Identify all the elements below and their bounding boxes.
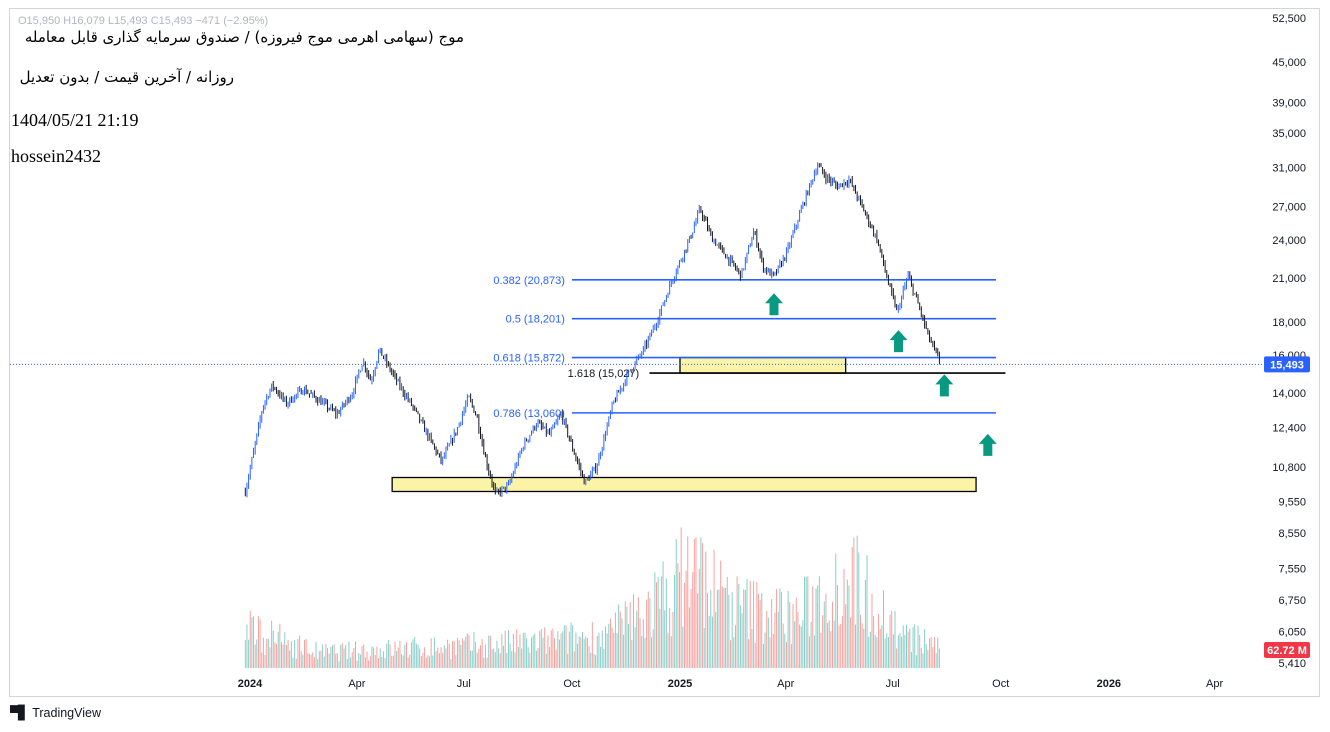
up-arrow-icon[interactable] <box>889 330 908 353</box>
arrows-layer <box>764 293 997 456</box>
x-tick-label: 2026 <box>1097 678 1121 690</box>
x-tick-label: Apr <box>777 678 794 690</box>
fib-level-label: 0.5 (18,201) <box>506 314 565 326</box>
y-tick-label: 5,410 <box>1278 658 1306 670</box>
x-tick-label: 2025 <box>668 678 692 690</box>
fib-extension-label: 1.618 (15,027) <box>568 368 640 380</box>
x-axis[interactable]: 2024 Apr Jul Oct 2025 Apr Jul Oct 2026 Apr <box>238 678 1224 690</box>
y-tick-label: 7,550 <box>1278 563 1306 575</box>
fib-layer: 0.382 (20,873) 0.5 (18,201) 0.618 (15,872)… <box>10 275 1262 420</box>
last-price-label: 15,493 <box>1270 359 1304 371</box>
y-tick-label: 14,000 <box>1272 388 1306 400</box>
support-zone[interactable] <box>391 476 977 493</box>
y-tick-label: 21,000 <box>1272 273 1306 285</box>
y-axis[interactable]: 52,500 45,000 39,000 35,000 31,000 27,000 24,0… <box>1264 13 1310 670</box>
volume-badge-label: 62.72 M <box>1267 645 1307 657</box>
chart-title: موج (سهامی اهرمی موج فیروزه) / صندوق سرم… <box>24 28 464 46</box>
volume-layer <box>244 527 940 668</box>
y-tick-label: 18,000 <box>1272 317 1306 329</box>
x-tick-label: Oct <box>992 678 1009 690</box>
volume-badge[interactable] <box>1264 642 1310 658</box>
y-tick-label: 9,550 <box>1278 497 1306 509</box>
candles-layer <box>244 162 940 498</box>
up-arrow-icon[interactable] <box>935 374 954 397</box>
y-tick-label: 39,000 <box>1272 97 1306 109</box>
x-tick-label: Apr <box>1206 678 1223 690</box>
y-tick-label: 27,000 <box>1272 202 1306 214</box>
brand-label: TradingView <box>32 706 102 720</box>
tradingview-mark-icon: ▀▋ <box>10 705 28 720</box>
x-tick-label: Apr <box>348 678 365 690</box>
x-tick-label: Jul <box>457 678 471 690</box>
y-tick-label: 8,550 <box>1278 528 1306 540</box>
x-tick-label: 2024 <box>238 678 263 690</box>
up-arrow-icon[interactable] <box>764 293 783 316</box>
support-zone[interactable] <box>679 356 847 374</box>
up-arrow-icon[interactable] <box>978 433 997 456</box>
timestamp: 1404/05/21 21:19 <box>11 110 139 130</box>
y-tick-label: 52,500 <box>1272 13 1306 25</box>
y-tick-label: 35,000 <box>1272 128 1306 140</box>
y-tick-label: 6,050 <box>1278 626 1306 638</box>
fib-level-label: 0.786 (13,060) <box>493 408 565 420</box>
y-tick-label: 24,000 <box>1272 235 1306 247</box>
fib-level-label: 0.382 (20,873) <box>493 275 565 287</box>
x-tick-label: Jul <box>886 678 900 690</box>
author-name: hossein2432 <box>11 146 101 166</box>
y-tick-label: 12,400 <box>1272 423 1306 435</box>
last-price-badge[interactable] <box>1264 356 1310 373</box>
x-tick-label: Oct <box>563 678 580 690</box>
ohlc-readout: O15,950 H16,079 L15,493 C15,493 −471 (−2… <box>18 15 269 27</box>
tradingview-logo[interactable]: ▀▋ TradingView <box>10 705 101 721</box>
y-tick-label: 10,800 <box>1272 462 1306 474</box>
y-tick-label: 31,000 <box>1272 163 1306 175</box>
y-tick-label: 45,000 <box>1272 57 1306 69</box>
zones-layer <box>391 356 977 493</box>
chart-frame <box>9 8 1320 697</box>
fib-level-label: 0.618 (15,872) <box>493 353 565 365</box>
y-tick-label: 6,750 <box>1278 595 1306 607</box>
chart-subtitle: روزانه / آخرین قیمت / بدون تعدیل <box>19 68 234 86</box>
